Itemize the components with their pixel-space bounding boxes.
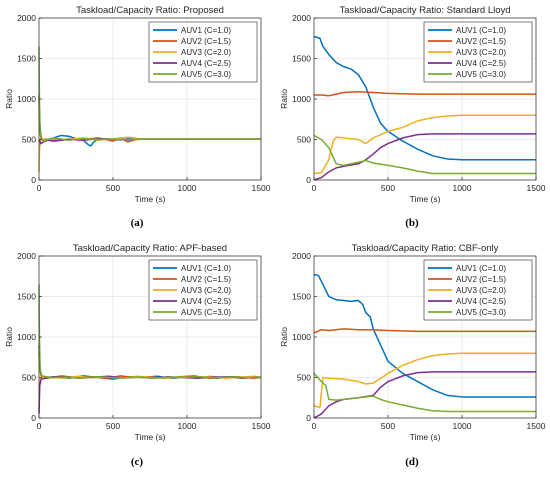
legend: AUV1 (C=1.0) AUV2 (C=1.5) AUV3 (C=2.0) AUV4… [423, 21, 533, 83]
y-tick-label: 1000 [292, 94, 311, 104]
x-tick-label: 0 [37, 183, 42, 193]
legend-label-auv3: AUV3 (C=2.0) [456, 48, 506, 57]
legend-label-auv1: AUV1 (C=1.0) [456, 264, 506, 273]
caption-b: (b) [405, 217, 419, 229]
chart-panel-c: 0 500 1000 1500 0 500 1000 1500 2000 Taskload/Cap… [4, 243, 271, 442]
y-tick-label: 2000 [17, 251, 36, 261]
x-tick-label: 0 [37, 421, 42, 431]
chart-panel-d: 0 500 1000 1500 0 500 1000 1500 2000 Taskload/Cap… [279, 243, 546, 442]
x-tick-label: 1500 [527, 421, 546, 431]
legend: AUV1 (C=1.0) AUV2 (C=1.5) AUV3 (C=2.0) AUV4… [148, 259, 258, 321]
legend-label-auv2: AUV2 (C=1.5) [181, 275, 231, 284]
y-tick-label: 1500 [17, 292, 36, 302]
series-line-auv4 [313, 133, 536, 181]
legend-label-auv1: AUV1 (C=1.0) [181, 264, 231, 273]
y-tick-label: 0 [31, 175, 36, 185]
x-tick-label: 0 [312, 183, 317, 193]
y-tick-label: 500 [22, 135, 36, 145]
y-tick-label: 1500 [17, 54, 36, 64]
y-tick-label: 0 [31, 413, 36, 423]
y-axis-label: Ratio [279, 327, 289, 347]
series-line-auv3 [313, 114, 536, 175]
x-tick-label: 500 [381, 183, 395, 193]
y-tick-label: 0 [306, 413, 311, 423]
chart-title: Taskload/Capacity Ratio: APF-based [73, 243, 227, 254]
x-tick-label: 1500 [252, 421, 271, 431]
x-tick-label: 1000 [178, 421, 197, 431]
legend-label-auv5: AUV5 (C=3.0) [181, 70, 231, 79]
x-tick-label: 0 [312, 421, 317, 431]
chart-panel-a: 0 500 1000 1500 0 500 1000 1500 2000 Taskload/Cap… [4, 5, 271, 204]
x-tick-label: 500 [381, 421, 395, 431]
caption-d: (d) [405, 456, 419, 468]
y-tick-label: 1000 [17, 94, 36, 104]
x-axis-label: Time (s) [135, 432, 166, 442]
y-axis-label: Ratio [4, 327, 14, 347]
x-tick-label: 1500 [527, 183, 546, 193]
series-line-auv5 [38, 46, 261, 142]
x-axis-label: Time (s) [135, 194, 166, 204]
series-line-auv4 [313, 371, 536, 419]
legend-box [148, 21, 258, 83]
chart-title: Taskload/Capacity Ratio: Standard Lloyd [339, 5, 510, 16]
legend: AUV1 (C=1.0) AUV2 (C=1.5) AUV3 (C=2.0) AUV4… [423, 259, 533, 321]
series-line-auv3 [313, 352, 536, 409]
y-tick-label: 500 [297, 135, 311, 145]
legend-label-auv1: AUV1 (C=1.0) [456, 26, 506, 35]
y-axis-label: Ratio [279, 89, 289, 109]
x-axis-label: Time (s) [410, 194, 441, 204]
caption-c: (c) [130, 456, 144, 468]
x-axis-label: Time (s) [410, 432, 441, 442]
y-tick-label: 1500 [292, 54, 311, 64]
y-tick-label: 1000 [17, 332, 36, 342]
y-tick-label: 0 [306, 175, 311, 185]
x-tick-label: 1000 [453, 421, 472, 431]
y-tick-label: 2000 [17, 13, 36, 23]
legend-label-auv2: AUV2 (C=1.5) [456, 37, 506, 46]
series-line-auv2 [314, 90, 536, 97]
chart-title: Taskload/Capacity Ratio: CBF-only [352, 243, 499, 254]
y-axis-label: Ratio [4, 89, 14, 109]
legend-label-auv3: AUV3 (C=2.0) [456, 286, 506, 295]
legend-label-auv4: AUV4 (C=2.5) [456, 59, 506, 68]
legend-label-auv4: AUV4 (C=2.5) [181, 297, 231, 306]
chart-panel-b: 0 500 1000 1500 0 500 1000 1500 2000 Taskload/Cap… [279, 5, 546, 204]
legend-label-auv5: AUV5 (C=3.0) [456, 70, 506, 79]
x-tick-label: 1000 [453, 183, 472, 193]
legend-label-auv4: AUV4 (C=2.5) [456, 297, 506, 306]
y-tick-label: 1000 [292, 332, 311, 342]
series-line-auv5 [38, 284, 261, 380]
caption-a: (a) [130, 217, 144, 229]
chart-title: Taskload/Capacity Ratio: Proposed [76, 5, 224, 16]
legend-label-auv2: AUV2 (C=1.5) [181, 37, 231, 46]
series-line-auv5 [313, 134, 536, 175]
y-tick-label: 500 [297, 373, 311, 383]
legend: AUV1 (C=1.0) AUV2 (C=1.5) AUV3 (C=2.0) AUV4… [148, 21, 258, 83]
legend-label-auv5: AUV5 (C=3.0) [181, 308, 231, 317]
series-line-auv1 [313, 35, 536, 161]
legend-label-auv2: AUV2 (C=1.5) [456, 275, 506, 284]
legend-label-auv5: AUV5 (C=3.0) [456, 308, 506, 317]
legend-label-auv4: AUV4 (C=2.5) [181, 59, 231, 68]
legend-label-auv3: AUV3 (C=2.0) [181, 286, 231, 295]
series-line-auv1 [313, 273, 536, 398]
x-tick-label: 1500 [252, 183, 271, 193]
x-tick-label: 1000 [178, 183, 197, 193]
series-line-auv5 [313, 372, 536, 413]
series-line-auv2 [313, 328, 536, 334]
x-tick-label: 500 [106, 183, 120, 193]
y-tick-label: 2000 [292, 13, 311, 23]
y-tick-label: 2000 [292, 251, 311, 261]
y-tick-label: 1500 [292, 292, 311, 302]
x-tick-label: 500 [106, 421, 120, 431]
legend-label-auv3: AUV3 (C=2.0) [181, 48, 231, 57]
legend-label-auv1: AUV1 (C=1.0) [181, 26, 231, 35]
y-tick-label: 500 [22, 373, 36, 383]
